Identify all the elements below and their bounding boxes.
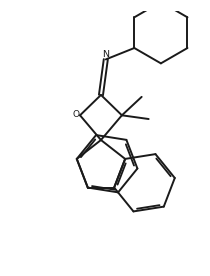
Text: O: O	[72, 110, 79, 119]
Text: N: N	[102, 51, 109, 59]
